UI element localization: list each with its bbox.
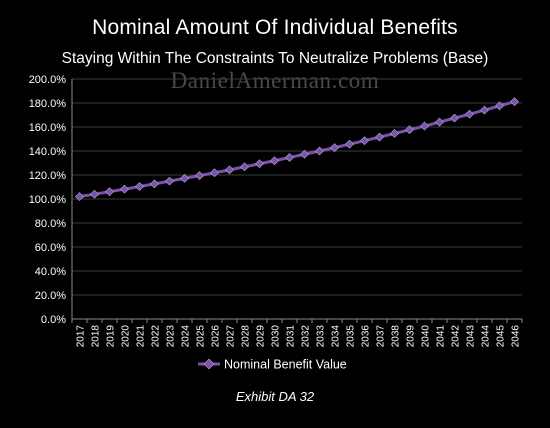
x-tick-label: 2046 (511, 325, 522, 348)
y-tick-label: 180.0% (29, 98, 67, 110)
y-tick-label: 80.0% (35, 218, 66, 230)
x-tick-label: 2034 (331, 325, 342, 348)
data-point (180, 173, 189, 183)
x-tick-label: 2032 (301, 325, 312, 348)
data-point (105, 187, 114, 197)
data-point (420, 121, 429, 131)
x-tick-label: 2020 (121, 325, 132, 348)
data-point (450, 113, 459, 123)
data-point (495, 101, 504, 111)
data-point (120, 184, 129, 194)
x-tick-label: 2028 (241, 325, 252, 348)
x-axis: 2017 2018 2019 2020 2021 2022 2023 2024 2025 2026… (71, 318, 523, 348)
y-tick-label: 60.0% (35, 242, 66, 254)
data-point (135, 182, 144, 191)
legend: Nominal Benefit Value (198, 358, 347, 372)
data-point (210, 168, 219, 178)
gridlines (72, 78, 522, 320)
data-point (285, 153, 294, 162)
data-point (435, 117, 444, 127)
data-point (240, 162, 249, 172)
x-tick-label: 2037 (376, 325, 387, 348)
x-tick-label: 2025 (196, 325, 207, 348)
x-tick-label: 2042 (451, 325, 462, 348)
x-tick-label: 2035 (346, 325, 357, 348)
x-tick-label: 2038 (391, 325, 402, 348)
data-point (510, 97, 519, 107)
chart-title: Nominal Amount Of Individual Benefits (92, 16, 458, 39)
x-tick-label: 2031 (286, 325, 297, 348)
data-point (225, 165, 234, 175)
y-tick-label: 20.0% (35, 290, 66, 302)
data-point (330, 143, 339, 153)
data-point (300, 149, 309, 159)
data-point (375, 132, 384, 142)
x-tick-label: 2024 (181, 325, 192, 348)
y-tick-label: 100.0% (29, 194, 67, 206)
series-line (79, 100, 515, 199)
data-point (270, 156, 279, 166)
data-point (165, 176, 174, 186)
x-tick-label: 2043 (466, 325, 477, 348)
x-tick-label: 2017 (76, 325, 87, 348)
y-tick-label: 40.0% (35, 266, 66, 278)
data-point (195, 171, 204, 181)
x-tick-label: 2019 (106, 325, 117, 348)
x-tick-label: 2023 (166, 325, 177, 348)
x-tick-label: 2044 (481, 325, 492, 348)
data-point (150, 179, 159, 189)
x-tick-label: 2033 (316, 325, 327, 348)
x-tick-label: 2018 (91, 325, 102, 348)
data-point (480, 105, 489, 115)
x-tick-label: 2021 (136, 325, 147, 348)
y-tick-label: 120.0% (29, 170, 67, 182)
data-point (360, 136, 369, 146)
x-tick-label: 2041 (436, 325, 447, 348)
watermark: DanielAmerman.com (170, 68, 380, 93)
data-point (405, 125, 414, 135)
legend-marker (203, 358, 215, 370)
x-tick-label: 2036 (361, 325, 372, 348)
x-tick-label: 2029 (256, 325, 267, 348)
x-tick-label: 2022 (151, 325, 162, 348)
y-axis: 0.0% 20.0% 40.0% 60.0% 80.0% 100.0% 120.0% 140.… (29, 74, 73, 326)
chart-subtitle: Staying Within The Constraints To Neutra… (61, 50, 489, 67)
data-point (345, 139, 354, 149)
x-tick-label: 2030 (271, 325, 282, 348)
y-tick-label: 0.0% (41, 314, 66, 326)
data-point (315, 146, 324, 156)
x-tick-label: 2039 (406, 325, 417, 348)
x-tick-label: 2045 (496, 325, 507, 348)
y-tick-label: 140.0% (29, 146, 67, 158)
exhibit-caption: Exhibit DA 32 (235, 389, 315, 404)
y-tick-label: 160.0% (29, 122, 67, 134)
data-point (255, 159, 264, 169)
legend-label: Nominal Benefit Value (224, 358, 347, 372)
plot-area (75, 97, 519, 202)
x-tick-label: 2027 (226, 325, 237, 348)
data-point (465, 109, 474, 119)
x-tick-label: 2026 (211, 325, 222, 348)
y-tick-label: 200.0% (29, 74, 67, 86)
data-point (90, 189, 99, 199)
data-point (75, 192, 84, 202)
x-tick-label: 2040 (421, 325, 432, 348)
data-point (390, 129, 399, 138)
